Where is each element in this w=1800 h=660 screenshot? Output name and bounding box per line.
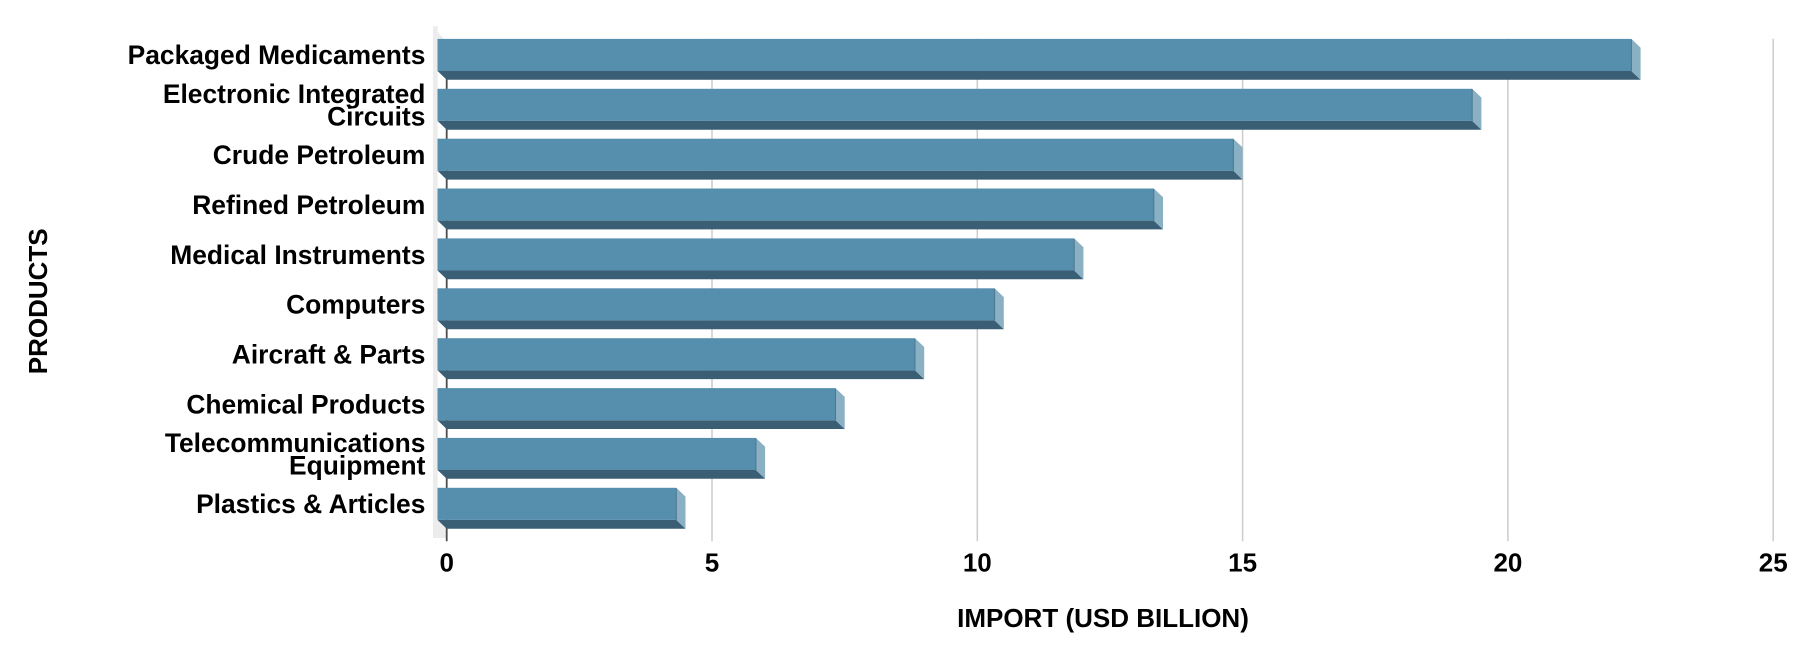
- svg-text:Electronic Integrated: Electronic Integrated: [163, 79, 426, 109]
- svg-text:Chemical Products: Chemical Products: [186, 389, 425, 419]
- svg-text:Computers: Computers: [286, 290, 425, 320]
- svg-text:Medical Instruments: Medical Instruments: [170, 240, 425, 270]
- svg-text:Crude Petroleum: Crude Petroleum: [213, 140, 426, 170]
- svg-text:Refined Petroleum: Refined Petroleum: [192, 190, 425, 220]
- svg-text:IMPORT (USD BILLION): IMPORT (USD BILLION): [957, 603, 1249, 633]
- svg-text:Equipment: Equipment: [289, 451, 426, 481]
- svg-text:5: 5: [705, 548, 719, 578]
- svg-text:25: 25: [1759, 548, 1788, 578]
- svg-text:Aircraft & Parts: Aircraft & Parts: [232, 340, 426, 370]
- svg-text:0: 0: [439, 548, 453, 578]
- svg-text:20: 20: [1493, 548, 1522, 578]
- svg-text:Packaged Medicaments: Packaged Medicaments: [128, 40, 426, 70]
- svg-text:15: 15: [1228, 548, 1257, 578]
- svg-text:Plastics & Articles: Plastics & Articles: [196, 489, 425, 519]
- svg-text:10: 10: [963, 548, 992, 578]
- svg-text:PRODUCTS: PRODUCTS: [23, 228, 53, 374]
- svg-text:Circuits: Circuits: [327, 101, 425, 131]
- svg-text:Telecommunications: Telecommunications: [165, 428, 426, 458]
